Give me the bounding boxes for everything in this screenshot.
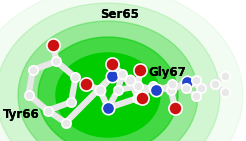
Text: Gly67: Gly67 xyxy=(148,66,186,79)
Point xyxy=(46,110,50,112)
Point xyxy=(84,83,88,85)
Point xyxy=(136,97,140,99)
Text: Ser65: Ser65 xyxy=(100,8,139,21)
Point xyxy=(138,69,142,71)
Text: Tyr66: Tyr66 xyxy=(3,108,40,121)
Ellipse shape xyxy=(18,21,198,141)
Point xyxy=(184,87,188,89)
Point xyxy=(170,83,174,85)
Point xyxy=(98,89,102,91)
Point xyxy=(151,85,155,87)
Point xyxy=(213,83,217,85)
Point xyxy=(110,63,114,65)
Point xyxy=(199,87,203,89)
Point xyxy=(106,107,110,109)
Point xyxy=(74,76,77,79)
Ellipse shape xyxy=(56,53,160,137)
Point xyxy=(169,89,173,91)
Point xyxy=(223,75,227,77)
Point xyxy=(128,79,132,81)
Point xyxy=(54,60,58,62)
Point xyxy=(185,81,189,83)
Point xyxy=(154,89,158,91)
Text: Tyr66: Tyr66 xyxy=(3,108,40,121)
Point xyxy=(51,44,55,47)
Point xyxy=(120,73,124,75)
Point xyxy=(173,107,177,109)
Point xyxy=(223,91,227,93)
Point xyxy=(140,97,144,99)
Ellipse shape xyxy=(0,3,220,141)
Point xyxy=(194,95,198,97)
Ellipse shape xyxy=(38,37,178,141)
Point xyxy=(110,75,114,77)
Text: Gly67: Gly67 xyxy=(148,66,186,79)
Point xyxy=(194,79,198,81)
Point xyxy=(116,89,120,91)
Point xyxy=(31,69,35,71)
Point xyxy=(27,93,31,96)
Point xyxy=(69,101,73,103)
Text: Ser65: Ser65 xyxy=(100,8,139,21)
Point xyxy=(64,122,68,124)
Point xyxy=(136,85,140,87)
